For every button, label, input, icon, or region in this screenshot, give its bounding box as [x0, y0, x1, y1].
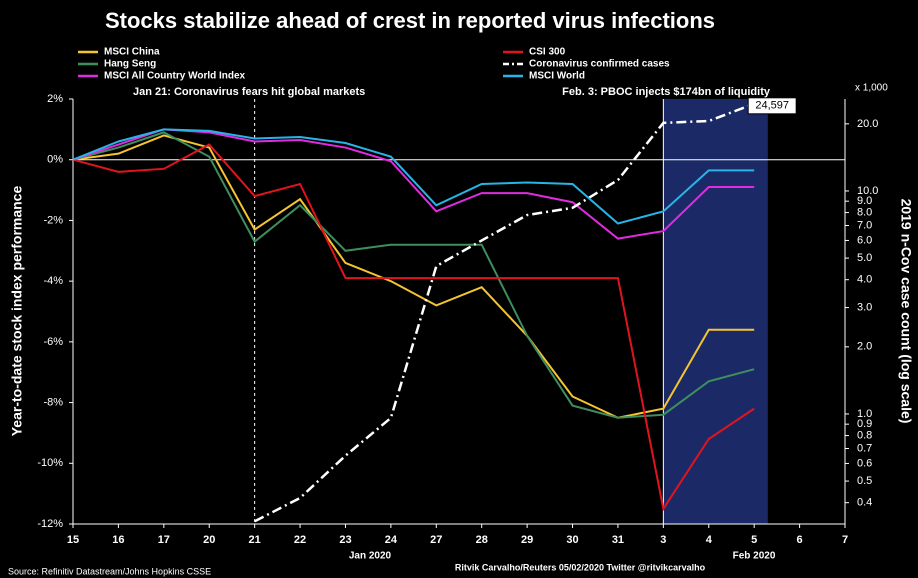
series-line — [72, 131, 755, 419]
y-tick-label: -2% — [43, 214, 63, 226]
x-tick-label: 7 — [842, 534, 848, 546]
y2-tick-label: 8.0 — [857, 206, 872, 218]
y-tick-label: 0% — [47, 154, 63, 166]
series-line — [72, 134, 755, 419]
x-tick-label: 24 — [385, 534, 398, 546]
highlight-band — [663, 99, 768, 524]
x-tick-label: 16 — [112, 534, 124, 546]
x-tick-label: 22 — [294, 534, 306, 546]
y2-axis-title: 2019 n-Cov case count (log scale) — [898, 199, 914, 424]
legend-label: Coronavirus confirmed cases — [529, 59, 670, 70]
y-tick-label: -4% — [43, 275, 63, 287]
y2-tick-label: 0.7 — [857, 442, 872, 454]
value-label-box — [747, 97, 797, 115]
y2-tick-label: 10.0 — [857, 185, 878, 197]
x-tick-label: 17 — [158, 534, 170, 546]
y2-tick-label: 0.4 — [857, 497, 872, 509]
y2-tick-label: 0.8 — [857, 429, 872, 441]
x-tick-label: 5 — [751, 534, 757, 546]
x-tick-label: 6 — [797, 534, 803, 546]
series-line — [254, 102, 755, 523]
y-tick-label: -12% — [37, 518, 63, 530]
y2-tick-label: 1.0 — [857, 408, 872, 420]
legend-label: MSCI All Country World Index — [104, 71, 246, 82]
y2-tick-label: 4.0 — [857, 274, 872, 286]
y2-tick-label: 0.6 — [857, 457, 872, 469]
legend-label: MSCI World — [529, 71, 585, 82]
y-tick-label: 2% — [47, 93, 63, 105]
x-tick-label: 31 — [612, 534, 624, 546]
x-tick-label: 23 — [339, 534, 351, 546]
y-tick-label: -8% — [43, 396, 63, 408]
y2-unit: x 1,000 — [855, 83, 888, 94]
value-label: 24,597 — [755, 100, 789, 112]
x-tick-label: 21 — [249, 534, 261, 546]
y2-tick-label: 9.0 — [857, 195, 872, 207]
month-label: Jan 2020 — [349, 551, 392, 562]
series-line — [72, 128, 755, 225]
y-tick-label: -6% — [43, 336, 63, 348]
annotation: Jan 21: Coronavirus fears hit global mar… — [133, 86, 365, 98]
x-tick-label: 20 — [203, 534, 215, 546]
y2-tick-label: 6.0 — [857, 234, 872, 246]
series-line — [72, 128, 755, 240]
x-tick-label: 29 — [521, 534, 533, 546]
annotation: Feb. 3: PBOC injects $174bn of liquidity — [562, 86, 771, 98]
y2-tick-label: 0.5 — [857, 475, 872, 487]
y2-tick-label: 5.0 — [857, 252, 872, 264]
y2-tick-label: 0.9 — [857, 418, 872, 430]
x-tick-label: 28 — [476, 534, 488, 546]
y2-tick-label: 3.0 — [857, 301, 872, 313]
legend-label: CSI 300 — [529, 47, 566, 58]
legend-label: Hang Seng — [104, 59, 156, 70]
series-line — [72, 143, 755, 512]
x-tick-label: 4 — [706, 534, 713, 546]
month-label: Feb 2020 — [733, 551, 776, 562]
x-tick-label: 30 — [566, 534, 578, 546]
x-tick-label: 27 — [430, 534, 442, 546]
x-tick-label: 15 — [67, 534, 79, 546]
x-tick-label: 3 — [660, 534, 666, 546]
source: Source: Refinitiv Datastream/Johns Hopki… — [8, 566, 211, 576]
y2-tick-label: 20.0 — [857, 118, 878, 130]
y2-tick-label: 7.0 — [857, 219, 872, 231]
credit: Ritvik Carvalho/Reuters 05/02/2020 Twitt… — [455, 562, 706, 572]
y2-tick-label: 2.0 — [857, 341, 872, 353]
y-axis-title: Year-to-date stock index performance — [9, 186, 25, 437]
legend-label: MSCI China — [104, 47, 160, 58]
chart-title: Stocks stabilize ahead of crest in repor… — [105, 8, 715, 33]
y-tick-label: -10% — [37, 457, 63, 469]
